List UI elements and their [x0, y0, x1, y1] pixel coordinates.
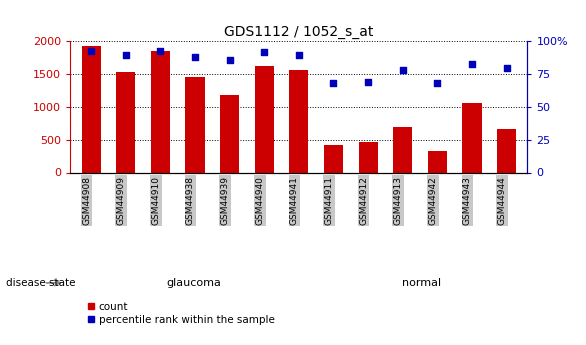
Text: GSM44940: GSM44940 — [255, 176, 264, 225]
Point — [398, 68, 407, 73]
Bar — [220, 95, 239, 172]
Text: GSM44941: GSM44941 — [290, 176, 299, 225]
Bar — [393, 127, 413, 172]
Point — [190, 55, 200, 60]
Text: GSM44944: GSM44944 — [498, 176, 507, 225]
Legend: count, percentile rank within the sample: count, percentile rank within the sample — [87, 302, 275, 325]
Bar — [116, 71, 135, 172]
Bar — [359, 142, 377, 172]
Point — [294, 52, 304, 57]
Text: GSM44910: GSM44910 — [151, 176, 161, 225]
Point — [225, 57, 234, 62]
Bar — [324, 145, 343, 172]
Point — [329, 81, 338, 86]
Point — [156, 48, 165, 53]
Text: GSM44913: GSM44913 — [394, 176, 403, 225]
Text: GSM44908: GSM44908 — [82, 176, 91, 225]
Text: GSM44939: GSM44939 — [220, 176, 230, 225]
Text: GSM44911: GSM44911 — [325, 176, 333, 225]
Text: disease state: disease state — [6, 278, 76, 288]
Bar — [462, 103, 482, 172]
Text: GSM44909: GSM44909 — [117, 176, 126, 225]
Bar — [289, 70, 308, 172]
Text: normal: normal — [403, 278, 441, 288]
Point — [502, 65, 512, 70]
Text: GSM44938: GSM44938 — [186, 176, 195, 225]
Bar — [428, 151, 447, 172]
Bar — [497, 129, 516, 172]
Text: GSM44943: GSM44943 — [463, 176, 472, 225]
Point — [467, 61, 476, 67]
Bar — [151, 51, 170, 172]
Text: GSM44942: GSM44942 — [428, 176, 437, 225]
Point — [363, 79, 373, 85]
Bar — [185, 77, 205, 172]
Text: GSM44912: GSM44912 — [359, 176, 368, 225]
Point — [432, 81, 442, 86]
Bar — [255, 66, 274, 172]
Text: glaucoma: glaucoma — [166, 278, 221, 288]
Bar — [81, 46, 101, 172]
Point — [86, 48, 96, 53]
Title: GDS1112 / 1052_s_at: GDS1112 / 1052_s_at — [224, 25, 373, 39]
Point — [121, 52, 131, 57]
Point — [260, 49, 269, 55]
